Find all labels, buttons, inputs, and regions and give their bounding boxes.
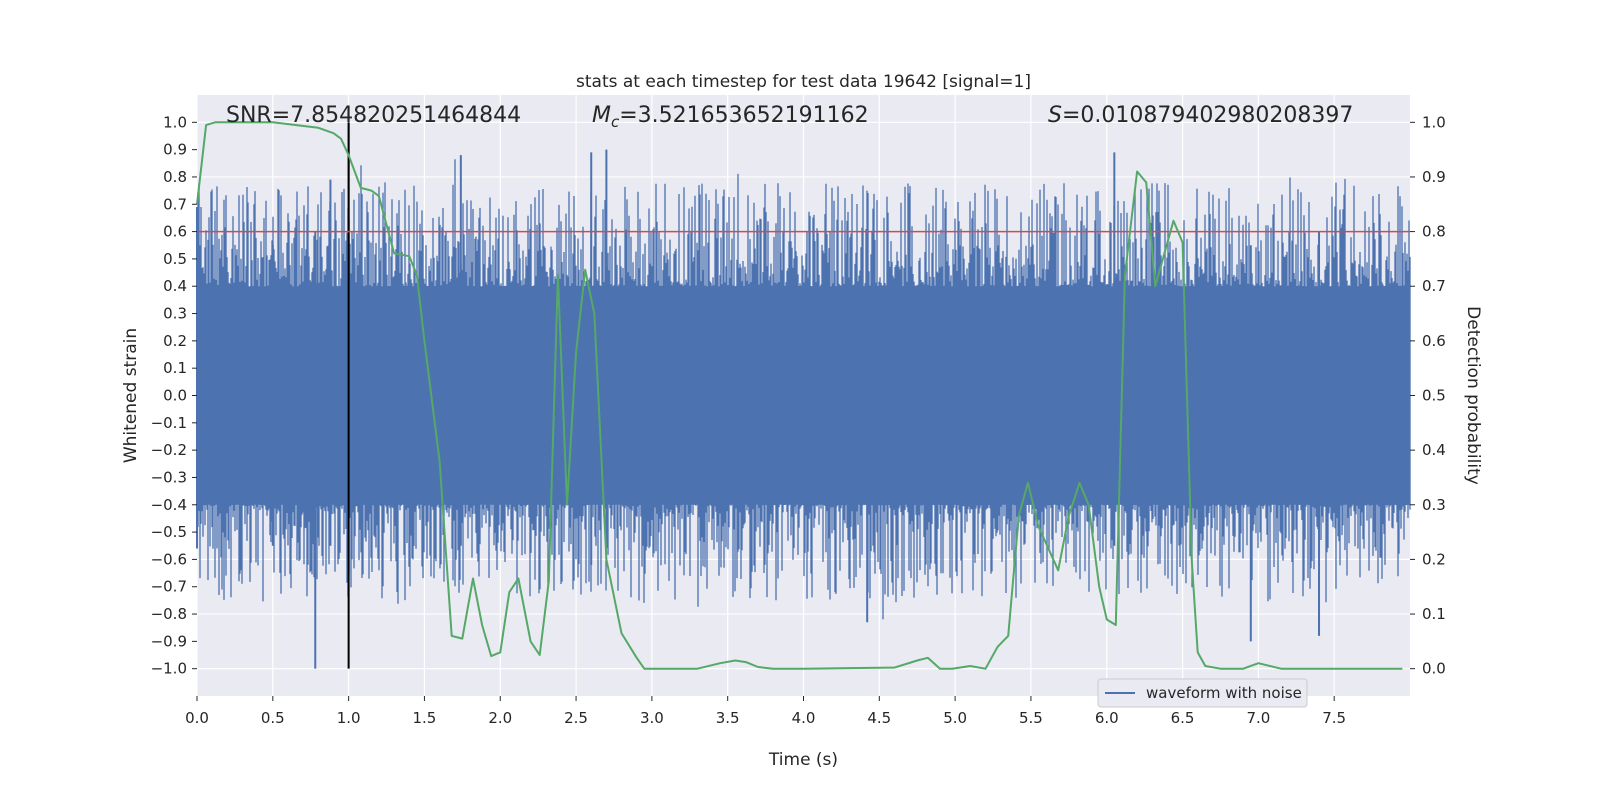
x-tick-label: 2.5 bbox=[564, 709, 588, 727]
legend: waveform with noise bbox=[1097, 678, 1308, 708]
y-tick-label: 0.4 bbox=[163, 277, 187, 295]
y2-tick-label: 0.8 bbox=[1422, 223, 1446, 241]
x-tick-label: 6.5 bbox=[1171, 709, 1195, 727]
x-tick-label: 1.5 bbox=[413, 709, 437, 727]
y2-tick-label: 0.4 bbox=[1422, 441, 1446, 459]
y-tick-label: −0.2 bbox=[151, 441, 187, 459]
y-tick-label: 0.1 bbox=[163, 359, 187, 377]
x-tick-label: 4.5 bbox=[867, 709, 891, 727]
tick-layer: 0.0 0.5 1.0 1.5 2.0 2.5 3.0 3.5 4.0 4.5 5.0 5.5 6.0 6… bbox=[151, 113, 1446, 727]
x-tick-label: 3.0 bbox=[640, 709, 664, 727]
y2-tick-label: 0.7 bbox=[1422, 277, 1446, 295]
x-tick-label: 6.0 bbox=[1095, 709, 1119, 727]
y-tick-label: 0.0 bbox=[163, 387, 187, 405]
chart-title: stats at each timestep for test data 196… bbox=[576, 72, 1031, 92]
detection-probability-line bbox=[196, 121, 1403, 670]
y2-axis-label: Detection probability bbox=[1463, 306, 1483, 485]
y2-tick-label: 0.2 bbox=[1422, 550, 1446, 568]
y2-tick-label: 1.0 bbox=[1422, 113, 1446, 131]
y-tick-label: 0.5 bbox=[163, 250, 187, 268]
x-tick-label: 4.0 bbox=[792, 709, 816, 727]
y-tick-label: 0.6 bbox=[163, 223, 187, 241]
y2-tick-label: 0.1 bbox=[1422, 605, 1446, 623]
y-tick-label: 0.7 bbox=[163, 195, 187, 213]
overlay-layer bbox=[196, 121, 1410, 670]
s-symbol: S bbox=[1048, 103, 1062, 128]
chirp-mass-symbol: M bbox=[592, 103, 611, 128]
y-tick-label: −0.4 bbox=[151, 496, 187, 514]
y-tick-label: −1.0 bbox=[151, 660, 187, 678]
chirp-mass-subscript: c bbox=[611, 113, 620, 131]
y2-tick-label: 0.0 bbox=[1422, 660, 1446, 678]
y-tick-label: −0.6 bbox=[151, 550, 187, 568]
snr-annotation: SNR=7.854820251464844 bbox=[226, 103, 521, 128]
x-tick-label: 5.0 bbox=[943, 709, 967, 727]
x-tick-label: 3.5 bbox=[716, 709, 740, 727]
y-tick-label: 0.3 bbox=[163, 305, 187, 323]
x-tick-label: 5.5 bbox=[1019, 709, 1043, 727]
x-tick-label: 0.0 bbox=[185, 709, 209, 727]
s-annotation: S=0.010879402980208397 bbox=[1048, 103, 1353, 128]
legend-label: waveform with noise bbox=[1146, 684, 1302, 702]
y-tick-label: −0.8 bbox=[151, 605, 187, 623]
waveform-core bbox=[197, 340, 1410, 451]
x-tick-label: 7.0 bbox=[1246, 709, 1270, 727]
x-tick-label: 0.5 bbox=[261, 709, 285, 727]
y-tick-label: 0.2 bbox=[163, 332, 187, 350]
y-axis-label: Whitened strain bbox=[121, 328, 141, 463]
y2-tick-label: 0.3 bbox=[1422, 496, 1446, 514]
y-tick-label: −0.5 bbox=[151, 523, 187, 541]
legend-box bbox=[1097, 678, 1308, 708]
y-tick-label: 1.0 bbox=[163, 113, 187, 131]
chirp-mass-annotation: Mc=3.521653652191162 bbox=[592, 103, 869, 131]
y-tick-label: 0.8 bbox=[163, 168, 187, 186]
s-value: =0.010879402980208397 bbox=[1062, 103, 1353, 128]
x-tick-label: 7.5 bbox=[1322, 709, 1346, 727]
x-axis-label: Time (s) bbox=[768, 750, 838, 770]
y-tick-label: −0.9 bbox=[151, 632, 187, 650]
chirp-mass-value: =3.521653652191162 bbox=[619, 103, 868, 128]
x-tick-label: 2.0 bbox=[488, 709, 512, 727]
y2-tick-label: 0.6 bbox=[1422, 332, 1446, 350]
waveform-series bbox=[196, 122, 1411, 669]
y2-tick-label: 0.9 bbox=[1422, 168, 1446, 186]
x-tick-label: 1.0 bbox=[337, 709, 361, 727]
y2-tick-label: 0.5 bbox=[1422, 387, 1446, 405]
y-tick-label: −0.1 bbox=[151, 414, 187, 432]
y-tick-label: 0.9 bbox=[163, 141, 187, 159]
y-tick-label: −0.3 bbox=[151, 468, 187, 486]
y-tick-label: −0.7 bbox=[151, 578, 187, 596]
